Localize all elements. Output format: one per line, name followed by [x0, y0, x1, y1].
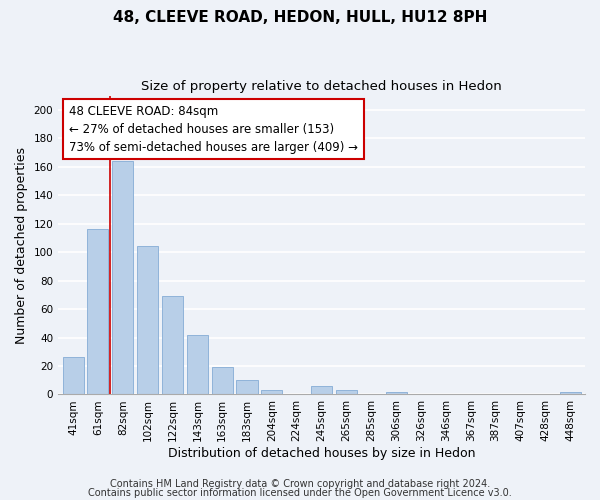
Text: 48 CLEEVE ROAD: 84sqm
← 27% of detached houses are smaller (153)
73% of semi-det: 48 CLEEVE ROAD: 84sqm ← 27% of detached … — [69, 104, 358, 154]
Bar — [336, 390, 357, 394]
Bar — [386, 392, 407, 394]
X-axis label: Distribution of detached houses by size in Hedon: Distribution of detached houses by size … — [168, 447, 475, 460]
Bar — [62, 358, 83, 395]
Bar — [212, 368, 233, 394]
Bar — [262, 390, 283, 394]
Y-axis label: Number of detached properties: Number of detached properties — [15, 146, 28, 344]
Bar — [311, 386, 332, 394]
Bar — [162, 296, 183, 394]
Text: Contains public sector information licensed under the Open Government Licence v3: Contains public sector information licen… — [88, 488, 512, 498]
Text: Contains HM Land Registry data © Crown copyright and database right 2024.: Contains HM Land Registry data © Crown c… — [110, 479, 490, 489]
Bar — [560, 392, 581, 394]
Bar — [88, 230, 109, 394]
Title: Size of property relative to detached houses in Hedon: Size of property relative to detached ho… — [141, 80, 502, 93]
Text: 48, CLEEVE ROAD, HEDON, HULL, HU12 8PH: 48, CLEEVE ROAD, HEDON, HULL, HU12 8PH — [113, 10, 487, 25]
Bar — [187, 334, 208, 394]
Bar — [137, 246, 158, 394]
Bar — [112, 161, 133, 394]
Bar — [236, 380, 257, 394]
